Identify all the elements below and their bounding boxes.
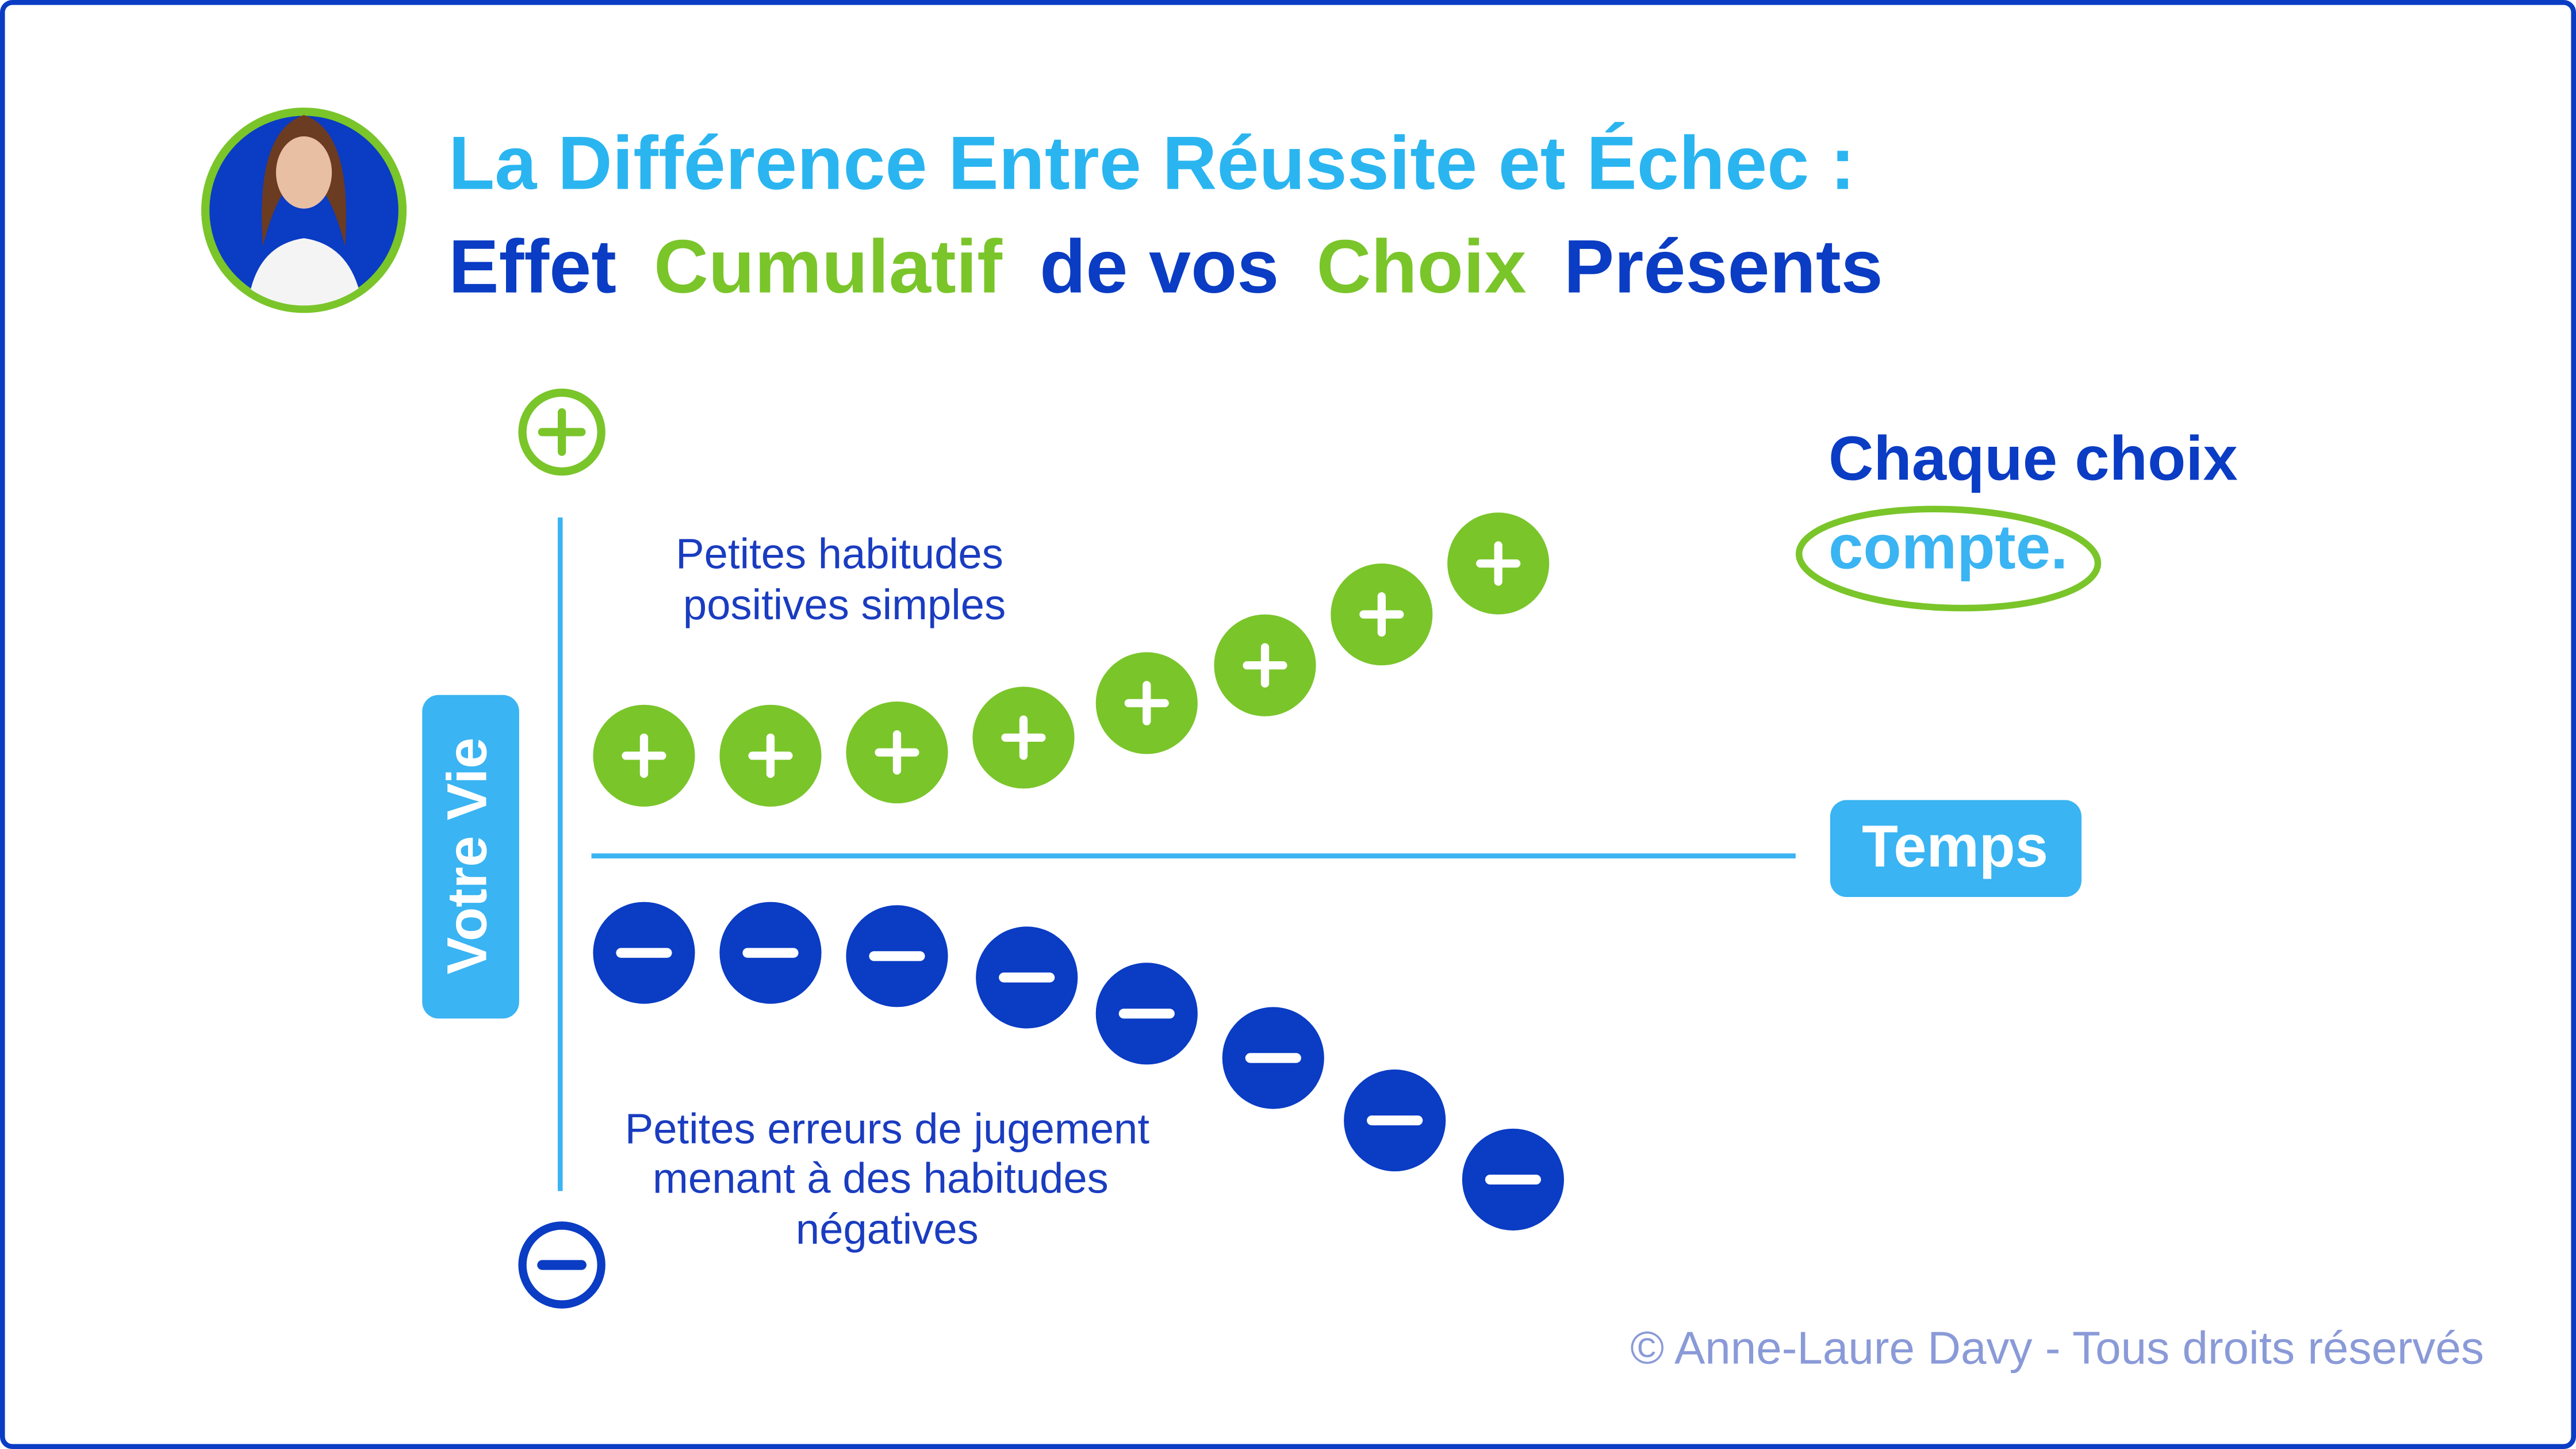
minus-icon [518, 1221, 605, 1309]
x-label: Temps [1862, 813, 2048, 879]
title-part: Cumulatif [654, 224, 1003, 309]
avatar [201, 108, 407, 313]
plus-dot [846, 702, 948, 804]
callout-circle [1795, 505, 2102, 612]
x-label-box [1830, 800, 2082, 897]
minus-dot [719, 902, 822, 1004]
plus-dot [1331, 564, 1433, 666]
callout-line2: compte. [1828, 513, 2068, 582]
minus-dot [593, 902, 695, 1004]
title-part: Choix [1316, 224, 1526, 309]
title-line1: La Différence Entre Réussite et Échec : [448, 121, 1855, 205]
plus-dot [593, 704, 695, 807]
title-part: de vos [1040, 224, 1279, 309]
footer: © Anne-Laure Davy - Tous droits réservés [1630, 1322, 2484, 1373]
negative-label: menant à des habitudes [653, 1154, 1109, 1202]
minus-dot [976, 926, 1078, 1029]
y-label: Votre Vie [436, 738, 499, 975]
negative-label: négatives [796, 1205, 979, 1253]
dots [593, 512, 1564, 1230]
plus-icon [518, 388, 605, 476]
minus-dot [1222, 1007, 1324, 1109]
plus-dot [719, 704, 822, 807]
minus-dot [1462, 1128, 1564, 1230]
title-line2: Effet Cumulatif de vos Choix Présents [448, 224, 1883, 309]
callout-line1: Chaque choix [1828, 424, 2238, 493]
plus-dot [972, 687, 1075, 789]
y-label-box [422, 695, 519, 1019]
plus-dot [1095, 652, 1198, 754]
positive-label: positives simples [683, 581, 1006, 628]
negative-label: Petites erreurs de jugement [625, 1105, 1150, 1153]
title-part: Effet [448, 224, 616, 309]
positive-label: Petites habitudes [676, 530, 1003, 578]
plus-dot [1214, 614, 1316, 716]
minus-dot [846, 905, 948, 1007]
plus-dot [1447, 512, 1550, 615]
minus-dot [1344, 1070, 1446, 1172]
minus-dot [1095, 963, 1198, 1065]
title-part: Présents [1564, 224, 1883, 309]
